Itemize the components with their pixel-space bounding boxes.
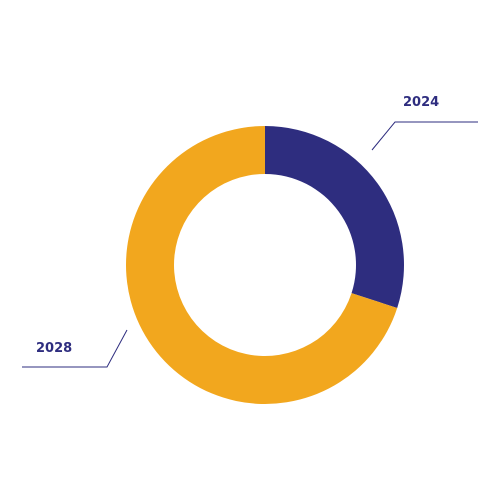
slice-label-2024: 2024	[403, 95, 439, 110]
donut-slices	[126, 126, 405, 404]
slice-label-2028: 2028	[36, 341, 72, 356]
donut-slice-2024	[265, 126, 405, 308]
donut-slice-2028	[126, 126, 398, 404]
leader-line-2028	[22, 329, 128, 368]
leader-line-2024	[371, 121, 478, 151]
